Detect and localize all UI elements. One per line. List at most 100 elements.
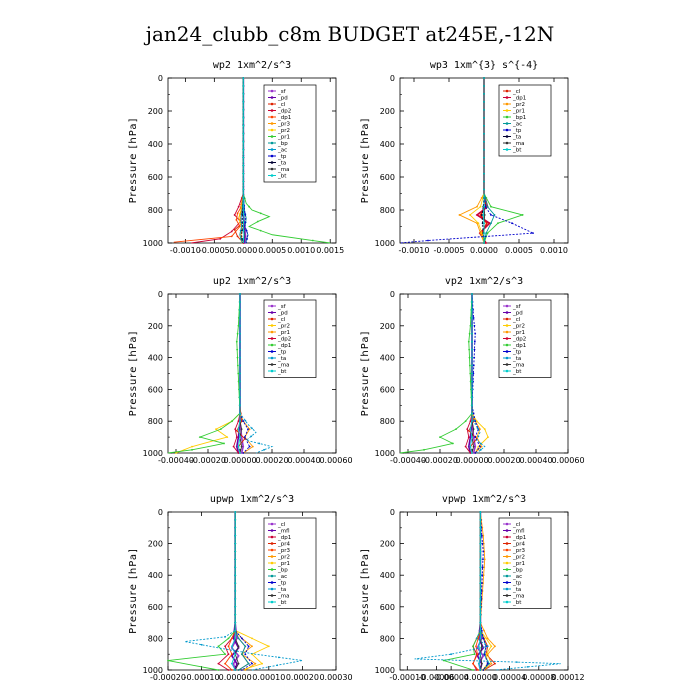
series-line-bp [442,512,481,671]
legend-marker-pr1 [270,135,274,138]
series-point-pr2 [476,205,478,208]
series-point-pr1 [248,428,251,431]
series-point-dp1 [469,380,472,383]
series-point-bt [479,582,482,584]
y-tick-label: 0 [390,74,395,83]
series-line-dp1 [173,78,244,243]
legend-marker-pr1 [270,330,274,334]
x-tick-label: 0.00060 [551,456,584,465]
series-point-bt [469,428,472,431]
y-tick-label: 200 [148,540,163,549]
x-tick-label: 0.0000 [470,246,498,255]
y-tick-label: 600 [380,173,395,182]
series-point-dp1 [236,348,239,351]
panel-title: up2 1xm^2/s^3 [213,276,291,287]
series-point-tp [244,653,247,656]
series-line-dp1 [399,293,473,454]
y-tick-label: 600 [148,173,163,182]
legend-label: _ma [512,594,524,600]
series-point-bt [242,188,245,191]
series-point-tp [481,566,484,569]
panel-title: wp3 1xm^{3} s^{-4} [430,60,538,71]
legend-label: _pr4 [277,542,291,548]
series-point-pr4 [494,662,496,665]
legend-label: _cl [512,89,521,95]
x-tick-label: 0.00000 [219,673,252,682]
series-point-bt [242,204,245,207]
series-point-dp1 [235,219,238,221]
x-tick-label: -0.00020 [150,673,186,682]
y-tick-label: 400 [148,354,163,363]
y-tick-label: 400 [380,571,395,580]
series-point-bt [479,621,482,624]
panel-1: wp2 1xm^2/s^3 0 200 400 600 800 1000 -0.0010-0.… [128,60,344,255]
legend-label: _pr1 [512,330,525,336]
legend-label: _pr2 [512,102,525,108]
legend-marker-pr3 [270,548,274,552]
legend-marker-dp1 [505,343,509,347]
series-point-tp [246,237,248,240]
series-point-sf [472,436,475,438]
series-point-tp [473,340,476,343]
legend-label: _bp [512,568,523,574]
x-tick-label: 0.00020 [255,456,288,465]
series-point-tp [486,662,489,665]
legend-marker-bt [505,600,509,604]
series-point-bt [471,301,473,303]
series-point-ta [258,442,261,445]
series-point-bt [479,598,482,600]
series-point-bt [483,108,485,111]
series-point-bt [234,519,237,521]
y-axis-label: Pressure [hPa] [360,118,371,204]
series-point-bt [483,148,485,151]
series-point-ac [488,662,491,665]
series-point-pr2 [482,534,485,537]
legend-marker-dp1 [270,535,274,539]
series-point-tp [480,590,483,592]
series-point-bt [230,662,233,665]
series-point-bt [234,598,237,600]
series-point-dp1 [476,214,478,216]
series-point-ac [493,214,496,216]
series-point-bt [483,93,485,95]
series-point-dp2 [233,214,236,216]
series-point-bt [234,511,237,513]
y-tick-label: 200 [380,540,395,549]
legend-label: _ac [512,574,522,580]
series-point-pr2 [479,232,482,235]
y-tick-label: 0 [158,74,163,83]
y-tick-label: 600 [380,385,395,394]
x-tick-label: -0.00040 [158,456,194,465]
legend-label: _pd [512,311,523,317]
series-point-bt [239,316,241,319]
series-point-bt [471,324,473,327]
x-tick-label: -0.00010 [184,673,220,682]
series-point-cl [482,654,485,657]
legend-marker-bt [270,600,274,604]
series-point-bt [239,332,241,335]
series-point-tp [248,445,251,448]
series-point-pr2 [490,662,493,665]
series-point-pr1 [485,653,488,656]
series-point-bp1 [486,232,489,235]
series-point-sf [242,445,245,448]
figure-title: jan24_clubb_c8m BUDGET at245E,-12N [144,22,554,46]
series-point-ta [244,419,247,422]
series-point-pr3 [472,662,474,665]
legend-label: _pd [277,96,288,102]
series-point-bp1 [497,222,499,225]
series-point-bp [473,653,476,656]
legend-marker-ta [505,356,509,360]
legend-marker-bt [270,369,274,373]
series-line-dp1 [167,293,241,454]
series-point-cl [232,662,235,665]
series-point-bt [471,404,473,407]
legend-marker-ma [270,363,274,366]
legend: _cl_dp1_pr2_pr1_bp1_ac_tp_ta_ma_bt [498,84,552,157]
series-point-pd [235,445,238,448]
legend-marker-tp [505,581,509,584]
legend-label: _ac [277,574,287,580]
series-point-bt [471,452,473,454]
legend-marker-dp1 [505,535,509,539]
series-point-bt [242,85,245,87]
